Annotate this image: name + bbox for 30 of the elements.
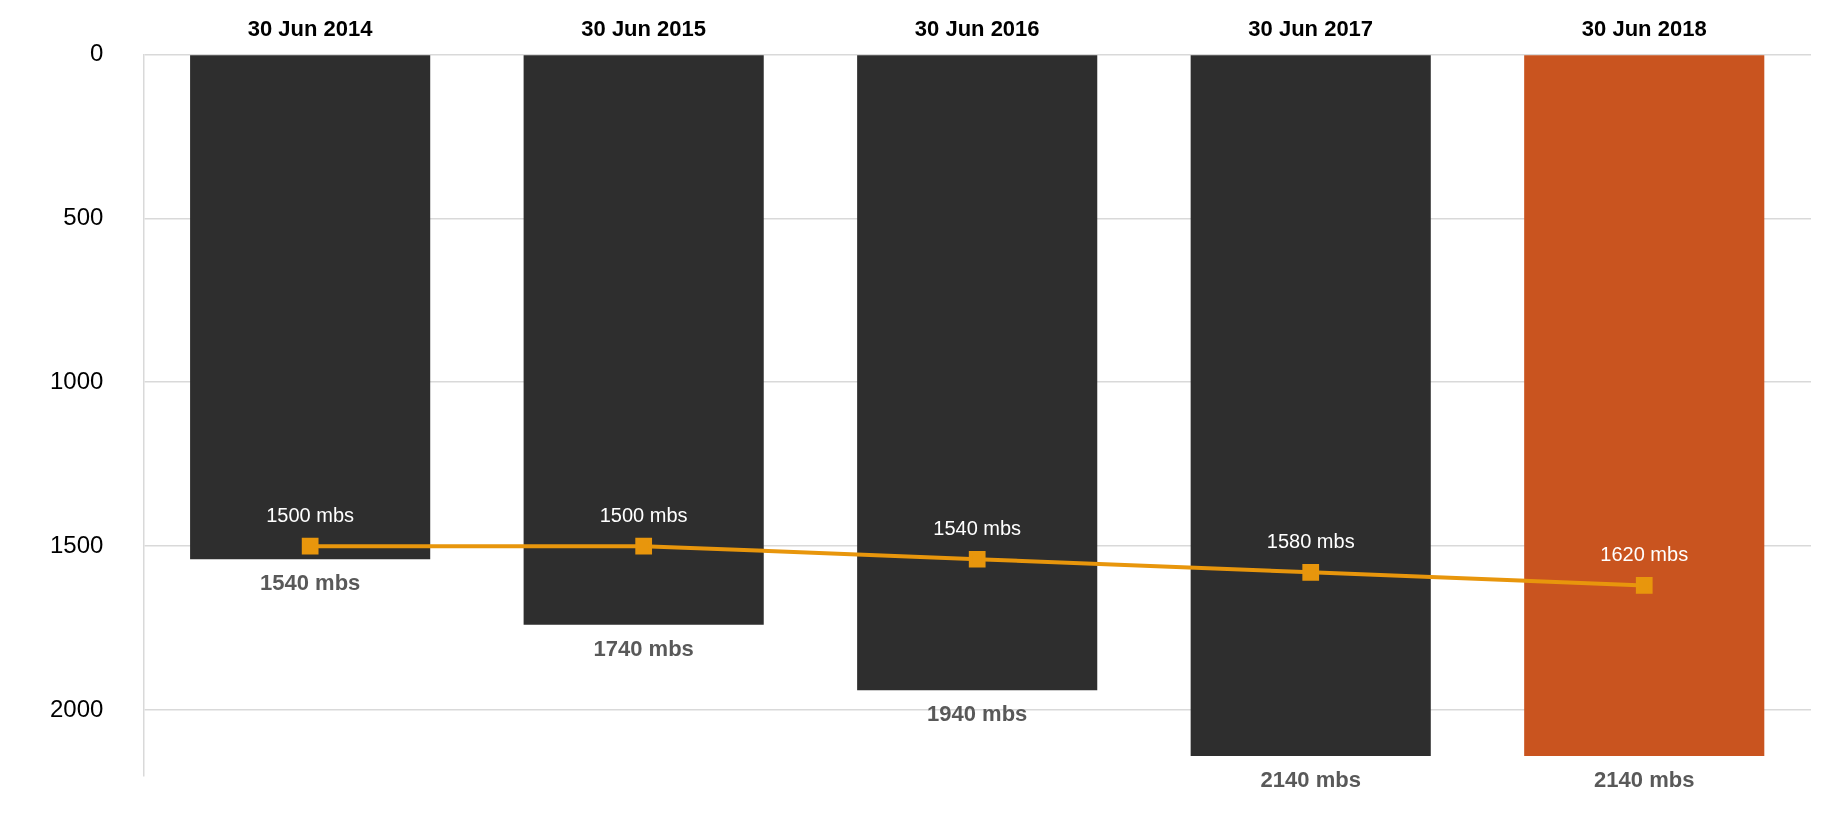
x-tick-label: 30 Jun 2016 — [914, 16, 1040, 42]
bar — [523, 55, 764, 625]
data-label: 1540 mbs — [933, 516, 1022, 539]
point — [301, 537, 319, 555]
y-tick-label: 1000 — [50, 366, 104, 394]
data-label: 2140 mbs — [1260, 766, 1361, 792]
bar — [857, 55, 1098, 691]
data-label: 1580 mbs — [1266, 529, 1355, 552]
point — [1635, 577, 1653, 594]
data-label: 1500 mbs — [599, 503, 688, 526]
data-label: 1740 mbs — [593, 635, 694, 661]
point — [968, 550, 986, 568]
data-label: 2140 mbs — [1594, 766, 1695, 792]
y-tick-label: 0 — [90, 39, 104, 67]
data-label: 1940 mbs — [927, 701, 1028, 727]
y-tick-label: 500 — [63, 202, 104, 230]
x-tick-label: 30 Jun 2015 — [581, 16, 707, 42]
y-tick-label: 1500 — [50, 530, 104, 558]
data-label: 1540 mbs — [260, 570, 361, 596]
bar — [190, 55, 431, 560]
x-tick-label: 30 Jun 2017 — [1248, 16, 1374, 42]
x-tick-label: 30 Jun 2018 — [1581, 16, 1707, 42]
point — [1302, 563, 1320, 581]
x-tick-label: 30 Jun 2014 — [247, 16, 374, 42]
bar — [1190, 55, 1431, 756]
bar — [1524, 55, 1765, 756]
data-label: 1500 mbs — [266, 503, 355, 526]
point — [635, 537, 653, 555]
data-label: 1620 mbs — [1600, 542, 1689, 565]
y-tick-label: 2000 — [50, 694, 104, 722]
